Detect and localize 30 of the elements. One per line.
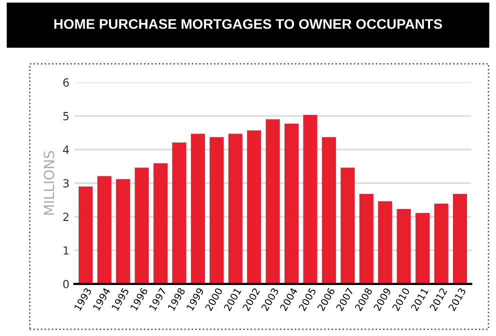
bar (303, 114, 318, 284)
bar (78, 186, 93, 284)
bar (284, 124, 299, 284)
y-tick-label: 3 (63, 179, 69, 188)
y-tick-label: 5 (63, 112, 69, 120)
bar (228, 134, 242, 284)
bar (416, 213, 430, 284)
bar (153, 163, 168, 284)
y-tick-label: 6 (63, 78, 69, 87)
bar (116, 179, 130, 284)
y-axis-title: MILLIONS (44, 151, 54, 215)
bar (210, 137, 224, 284)
y-tick-label: 4 (63, 146, 69, 154)
y-tick-label: 0 (63, 280, 69, 288)
bar (97, 176, 112, 284)
bar (266, 119, 280, 284)
bar (190, 134, 205, 284)
bar (359, 194, 374, 284)
chart-title: HOME PURCHASE MORTGAGES TO OWNER OCCUPANTS (54, 19, 442, 29)
bar (172, 142, 186, 284)
y-tick-label: 2 (63, 212, 68, 221)
bar (322, 137, 336, 284)
bar (396, 208, 411, 284)
bar (452, 194, 467, 284)
bar (247, 130, 262, 284)
bar (340, 168, 355, 284)
bar (134, 168, 149, 284)
y-tick-label: 1 (64, 246, 69, 255)
bar (378, 201, 392, 284)
bar (434, 204, 448, 284)
